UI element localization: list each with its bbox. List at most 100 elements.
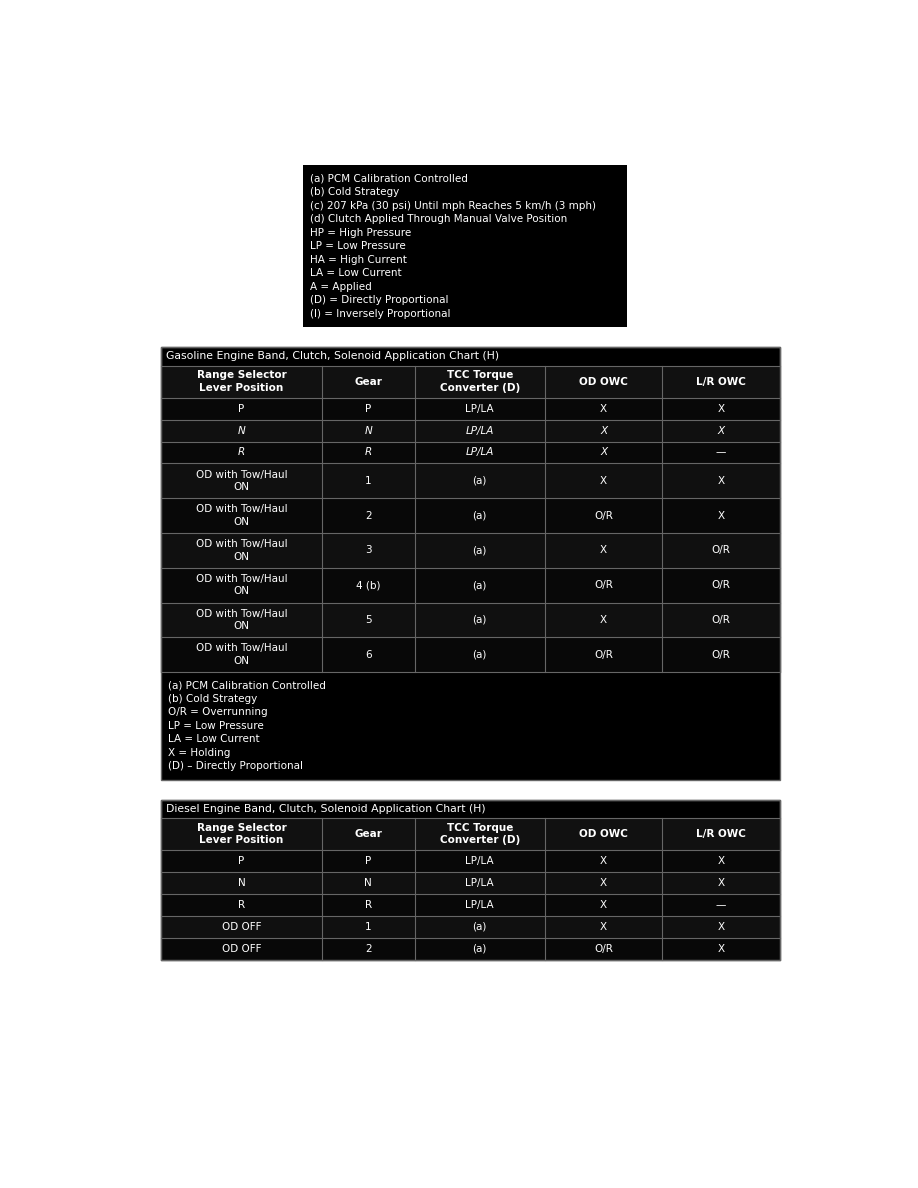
Bar <box>161 800 780 960</box>
Text: (D) – Directly Proportional: (D) – Directly Proportional <box>168 762 303 771</box>
Text: (a): (a) <box>473 476 487 486</box>
Bar <box>161 872 780 893</box>
Text: O/R: O/R <box>711 650 731 659</box>
Text: OD with Tow/Haul
ON: OD with Tow/Haul ON <box>196 469 287 492</box>
Text: X: X <box>718 857 724 866</box>
Text: X = Holding: X = Holding <box>168 748 230 758</box>
Text: L/R OWC: L/R OWC <box>696 377 746 386</box>
Text: LP/LA: LP/LA <box>465 901 494 910</box>
Text: O/R: O/R <box>594 511 613 520</box>
Text: X: X <box>718 404 724 413</box>
Bar <box>161 637 780 672</box>
Bar <box>161 851 780 872</box>
Bar <box>161 366 780 398</box>
Text: (c) 207 kPa (30 psi) Until mph Reaches 5 km/h (3 mph): (c) 207 kPa (30 psi) Until mph Reaches 5… <box>310 201 597 210</box>
Text: X: X <box>600 878 607 887</box>
Text: 1: 1 <box>365 922 372 931</box>
Bar <box>161 463 780 498</box>
Text: Gasoline Engine Band, Clutch, Solenoid Application Chart (H): Gasoline Engine Band, Clutch, Solenoid A… <box>166 352 499 361</box>
Text: —: — <box>716 448 726 457</box>
Text: X: X <box>600 404 607 413</box>
Text: (a): (a) <box>473 615 487 625</box>
Text: O/R: O/R <box>594 580 613 590</box>
Text: X: X <box>600 615 607 625</box>
Text: (b) Cold Strategy: (b) Cold Strategy <box>310 188 399 197</box>
Text: LP = Low Pressure: LP = Low Pressure <box>168 721 263 731</box>
Bar <box>161 916 780 937</box>
Text: LP/LA: LP/LA <box>465 448 494 457</box>
Text: X: X <box>600 922 607 931</box>
Bar <box>161 498 780 533</box>
Text: O/R: O/R <box>594 650 613 659</box>
Text: X: X <box>718 922 724 931</box>
Text: P: P <box>239 857 244 866</box>
Bar <box>161 672 780 779</box>
Text: X: X <box>718 943 724 954</box>
Text: (a): (a) <box>473 650 487 659</box>
Text: N: N <box>364 425 372 436</box>
Bar <box>161 800 780 960</box>
Bar <box>161 568 780 602</box>
Text: (a): (a) <box>473 511 487 520</box>
Text: 4 (b): 4 (b) <box>356 580 381 590</box>
Text: 2: 2 <box>365 943 372 954</box>
Text: TCC Torque
Converter (D): TCC Torque Converter (D) <box>440 371 520 393</box>
Text: OD with Tow/Haul
ON: OD with Tow/Haul ON <box>196 644 287 665</box>
Text: Range Selector
Lever Position: Range Selector Lever Position <box>196 823 286 845</box>
Text: P: P <box>365 857 372 866</box>
Bar <box>161 419 780 442</box>
Text: LP/LA: LP/LA <box>465 404 494 413</box>
Bar <box>161 602 780 637</box>
Text: TCC Torque
Converter (D): TCC Torque Converter (D) <box>440 823 520 845</box>
Text: N: N <box>238 425 245 436</box>
Bar <box>161 533 780 568</box>
Text: R: R <box>238 901 245 910</box>
Bar <box>161 819 780 851</box>
Text: N: N <box>238 878 245 887</box>
Text: OD with Tow/Haul
ON: OD with Tow/Haul ON <box>196 505 287 526</box>
Text: X: X <box>600 901 607 910</box>
Text: OD OWC: OD OWC <box>579 377 628 386</box>
Text: X: X <box>718 476 724 486</box>
Text: X: X <box>718 425 724 436</box>
Text: Range Selector
Lever Position: Range Selector Lever Position <box>196 371 286 393</box>
Text: P: P <box>365 404 372 413</box>
Text: X: X <box>600 448 607 457</box>
Text: (a): (a) <box>473 943 487 954</box>
Text: O/R: O/R <box>594 943 613 954</box>
Text: X: X <box>600 857 607 866</box>
Text: (D) = Directly Proportional: (D) = Directly Proportional <box>310 296 449 305</box>
Text: X: X <box>600 425 607 436</box>
Text: LP = Low Pressure: LP = Low Pressure <box>310 241 406 252</box>
Text: —: — <box>716 901 726 910</box>
Bar <box>161 347 780 779</box>
Text: X: X <box>600 476 607 486</box>
Text: X: X <box>600 545 607 555</box>
Bar <box>303 165 627 327</box>
Text: LP/LA: LP/LA <box>465 878 494 887</box>
Text: OD with Tow/Haul
ON: OD with Tow/Haul ON <box>196 574 287 596</box>
Text: OD with Tow/Haul
ON: OD with Tow/Haul ON <box>196 608 287 631</box>
Text: O/R: O/R <box>711 580 731 590</box>
Text: LP/LA: LP/LA <box>465 857 494 866</box>
Text: LA = Low Current: LA = Low Current <box>310 268 402 278</box>
Text: (a) PCM Calibration Controlled: (a) PCM Calibration Controlled <box>168 681 326 690</box>
Text: (a): (a) <box>473 545 487 555</box>
Text: O/R = Overrunning: O/R = Overrunning <box>168 707 268 718</box>
Bar <box>161 937 780 960</box>
Text: L/R OWC: L/R OWC <box>696 829 746 839</box>
Bar <box>161 893 780 916</box>
Text: HA = High Current: HA = High Current <box>310 255 408 265</box>
Text: 2: 2 <box>365 511 372 520</box>
Text: P: P <box>239 404 244 413</box>
Text: (a): (a) <box>473 922 487 931</box>
Text: O/R: O/R <box>711 545 731 555</box>
Bar <box>161 442 780 463</box>
Text: R: R <box>364 448 372 457</box>
Text: LP/LA: LP/LA <box>465 425 494 436</box>
Bar <box>161 347 780 672</box>
Text: A = Applied: A = Applied <box>310 282 372 292</box>
Text: (d) Clutch Applied Through Manual Valve Position: (d) Clutch Applied Through Manual Valve … <box>310 214 567 225</box>
Text: 1: 1 <box>365 476 372 486</box>
Text: OD OFF: OD OFF <box>222 922 262 931</box>
